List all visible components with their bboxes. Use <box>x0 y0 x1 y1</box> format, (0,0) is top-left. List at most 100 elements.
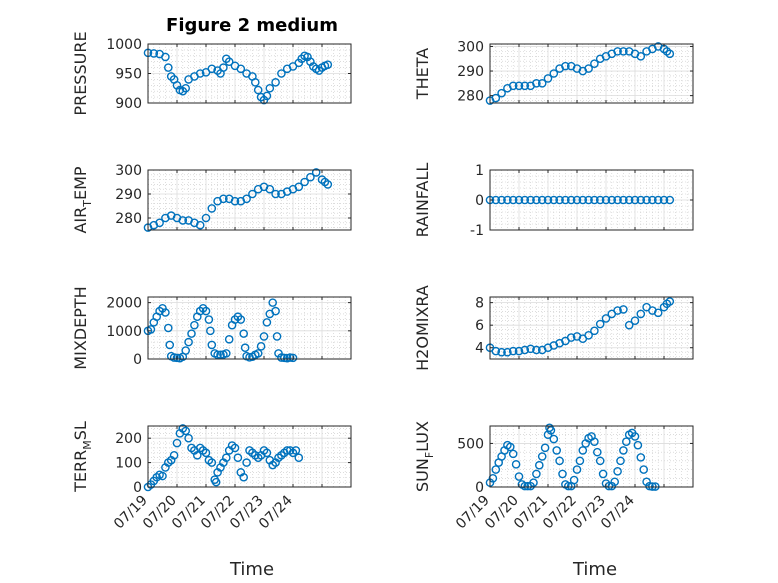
data-point <box>163 323 173 333</box>
data-point <box>578 446 588 455</box>
data-point <box>572 465 582 474</box>
data-point <box>578 195 588 205</box>
data-point <box>294 182 304 192</box>
data-point <box>195 69 205 78</box>
data-point <box>619 195 628 205</box>
data-point <box>271 189 280 199</box>
data-point <box>601 314 611 323</box>
tick-marks <box>489 44 694 103</box>
data-point <box>488 473 498 483</box>
data-point <box>207 64 217 74</box>
data-point <box>311 168 321 177</box>
data-point <box>569 475 579 485</box>
data-point <box>613 47 622 56</box>
y-tick-label: 900 <box>115 96 142 112</box>
minor-grid <box>490 44 693 103</box>
data-point <box>155 218 164 228</box>
y-axis-label-main: TERR <box>71 450 90 493</box>
y-axis-label: RAINFALL <box>413 163 432 238</box>
data-point <box>221 349 231 358</box>
data-point <box>219 194 228 204</box>
data-point <box>613 306 622 315</box>
data-point <box>526 195 535 205</box>
data-point <box>653 195 663 205</box>
data-point <box>520 345 530 355</box>
axes-box <box>147 296 352 360</box>
subplot-6: 4 6 8 H2OMIXRA <box>413 285 694 371</box>
data-point <box>514 81 524 91</box>
data-point <box>639 465 649 474</box>
data-point <box>508 346 518 356</box>
y-axis-label-rest: SL <box>71 421 90 440</box>
y-axis-label-subscript: F <box>423 452 436 458</box>
major-grid <box>490 297 693 359</box>
subplot-8: 050007/1907/2007/2107/2207/2307/24SUNFLU… <box>413 421 694 532</box>
x-tick-label: 07/24 <box>256 492 296 532</box>
data-point <box>595 195 605 205</box>
y-axis-label: H2OMIXRA <box>413 285 432 371</box>
data-series <box>485 297 675 357</box>
data-point <box>268 298 278 307</box>
data-point <box>323 180 333 189</box>
data-point <box>262 318 272 327</box>
data-point <box>503 195 512 205</box>
x-axis-label-right: Time <box>572 559 617 580</box>
data-point <box>520 195 530 205</box>
data-point <box>607 195 617 205</box>
data-point <box>520 81 530 91</box>
y-axis-label-rest: EMP <box>71 166 90 200</box>
tick-marks <box>147 43 352 104</box>
data-point <box>636 195 646 205</box>
x-axis-label-left: Time <box>229 559 274 580</box>
data-point <box>546 426 556 435</box>
data-point <box>532 345 541 355</box>
data-point <box>230 443 240 453</box>
data-point <box>259 332 269 341</box>
y-tick-label: 8 <box>475 296 484 312</box>
data-point <box>253 349 263 358</box>
data-point <box>184 433 193 443</box>
data-point <box>224 334 234 344</box>
data-point <box>619 305 628 314</box>
y-axis-label-main: PRESSURE <box>71 31 90 115</box>
data-point <box>265 83 275 93</box>
data-point <box>239 329 248 338</box>
tick-marks <box>147 169 352 230</box>
data-point <box>236 315 246 324</box>
x-tick-label: 07/24 <box>598 492 638 532</box>
y-tick-label: 290 <box>457 64 484 80</box>
major-grid <box>148 297 351 359</box>
plot-area <box>148 426 351 487</box>
tick-marks <box>147 426 352 488</box>
y-tick-label: 4 <box>475 341 484 357</box>
data-point <box>163 63 173 72</box>
y-tick-label: 200 <box>115 431 142 447</box>
data-point <box>169 450 179 460</box>
data-point <box>272 332 282 341</box>
data-point <box>161 52 170 62</box>
data-point <box>250 78 260 87</box>
y-axis-label: THETA <box>413 48 432 100</box>
data-point <box>172 353 182 363</box>
data-point <box>248 189 257 199</box>
data-point <box>584 331 593 340</box>
data-point <box>564 481 573 491</box>
y-axis-label-subscript: T <box>81 200 94 208</box>
data-point <box>219 63 228 72</box>
data-point <box>206 326 215 336</box>
data-point <box>323 60 333 69</box>
data-point <box>236 64 246 74</box>
data-point <box>537 452 547 461</box>
data-point <box>630 316 640 325</box>
data-point <box>537 195 547 205</box>
y-axis-label: PRESSURE <box>71 31 90 115</box>
y-axis-label-main: AIR <box>71 207 90 234</box>
subplot-7: 010020007/1907/2007/2107/2207/2307/24TER… <box>71 421 352 532</box>
data-point <box>532 195 541 205</box>
data-point <box>491 465 501 474</box>
data-point <box>555 195 564 205</box>
y-tick-label: 1000 <box>106 37 142 53</box>
data-point <box>306 172 315 182</box>
